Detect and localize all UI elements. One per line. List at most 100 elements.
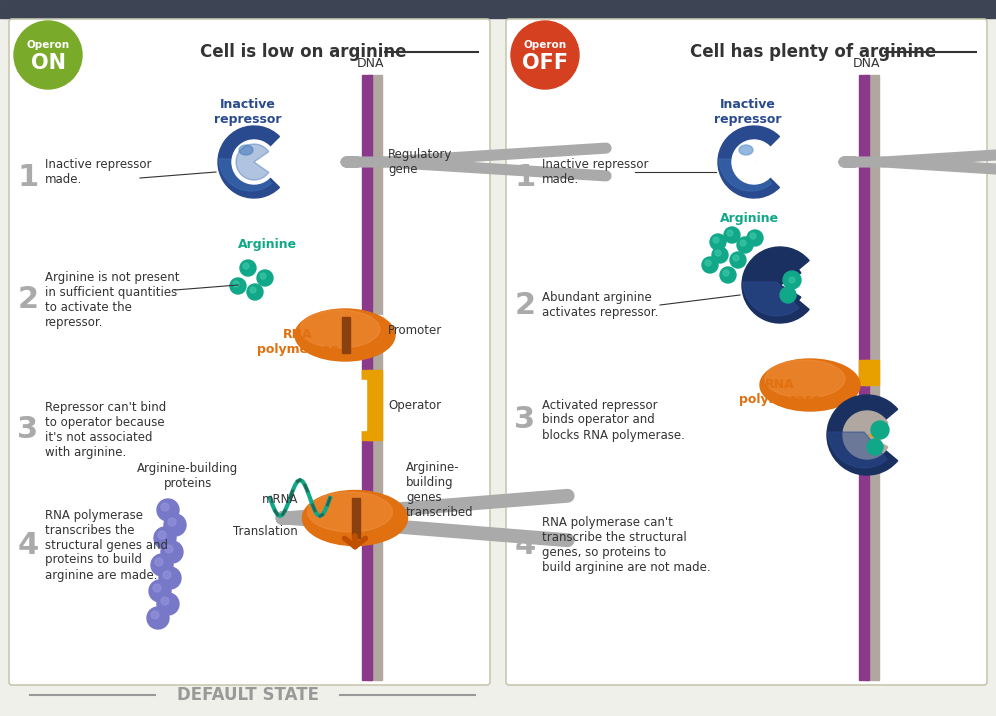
Ellipse shape: [300, 310, 380, 348]
Circle shape: [867, 439, 883, 455]
Text: ON: ON: [31, 53, 66, 73]
Circle shape: [147, 607, 169, 629]
Bar: [368, 338, 382, 346]
Circle shape: [161, 503, 169, 511]
Circle shape: [164, 514, 186, 536]
Circle shape: [161, 541, 183, 563]
Bar: [368, 315, 382, 323]
Ellipse shape: [239, 145, 253, 155]
Circle shape: [783, 271, 801, 289]
Text: 1: 1: [17, 163, 39, 193]
Text: 3: 3: [18, 415, 39, 445]
Text: Repressor can't bind
to operator because
it's not associated
with arginine.: Repressor can't bind to operator because…: [45, 401, 166, 459]
Bar: [362, 316, 372, 346]
Circle shape: [737, 237, 753, 253]
Wedge shape: [218, 126, 280, 198]
Circle shape: [730, 252, 746, 268]
Circle shape: [154, 527, 176, 549]
Circle shape: [168, 518, 176, 526]
Circle shape: [153, 584, 161, 592]
Bar: [859, 75, 869, 680]
Text: OFF: OFF: [522, 53, 568, 73]
Text: Arginine-building
proteins: Arginine-building proteins: [137, 462, 239, 490]
Wedge shape: [219, 159, 272, 191]
Circle shape: [151, 554, 173, 576]
Text: 4: 4: [514, 531, 536, 559]
Text: Cell has plenty of arginine: Cell has plenty of arginine: [690, 43, 936, 61]
Text: 4: 4: [17, 531, 39, 559]
Wedge shape: [236, 144, 269, 180]
Text: 2: 2: [18, 286, 39, 314]
Ellipse shape: [511, 21, 579, 89]
Circle shape: [724, 227, 740, 243]
Text: Arginine: Arginine: [238, 238, 298, 251]
Circle shape: [871, 421, 889, 439]
Text: RNA polymerase
transcribes the
structural genes and
proteins to build
arginine a: RNA polymerase transcribes the structura…: [45, 508, 168, 581]
Circle shape: [149, 580, 171, 602]
Text: Operator: Operator: [388, 399, 441, 412]
Circle shape: [750, 233, 756, 239]
Ellipse shape: [308, 492, 392, 532]
Bar: [362, 75, 372, 680]
Text: 1: 1: [514, 163, 536, 193]
Ellipse shape: [765, 360, 845, 398]
Bar: [362, 370, 372, 440]
Ellipse shape: [739, 145, 753, 155]
Circle shape: [702, 257, 718, 273]
Wedge shape: [732, 140, 773, 184]
Bar: [865, 360, 879, 385]
Text: Inactive repressor
made.: Inactive repressor made.: [45, 158, 151, 186]
Circle shape: [257, 270, 273, 286]
Ellipse shape: [14, 21, 82, 89]
Text: Operon: Operon: [524, 40, 567, 50]
Circle shape: [789, 277, 795, 283]
Circle shape: [780, 287, 796, 303]
Bar: [859, 410, 869, 460]
Circle shape: [151, 611, 159, 619]
Wedge shape: [828, 432, 887, 468]
FancyBboxPatch shape: [506, 19, 987, 685]
Circle shape: [159, 567, 181, 589]
Ellipse shape: [295, 309, 395, 361]
Circle shape: [710, 234, 726, 250]
Text: Regulatory
gene: Regulatory gene: [388, 148, 452, 176]
Bar: [865, 75, 879, 680]
Circle shape: [747, 230, 763, 246]
Text: Inactive
repressor: Inactive repressor: [714, 98, 782, 126]
Wedge shape: [718, 126, 780, 198]
Circle shape: [163, 571, 171, 579]
Text: Cell is low on arginine: Cell is low on arginine: [200, 43, 406, 61]
Circle shape: [740, 240, 746, 246]
Circle shape: [260, 273, 266, 279]
Text: Inactive repressor
made.: Inactive repressor made.: [542, 158, 648, 186]
Circle shape: [727, 230, 733, 236]
Text: Arginine-
building
genes
transcribed: Arginine- building genes transcribed: [406, 461, 474, 519]
Text: RNA
polymerase: RNA polymerase: [739, 378, 821, 406]
Bar: [859, 360, 869, 385]
Circle shape: [243, 263, 249, 269]
Text: DEFAULT STATE: DEFAULT STATE: [177, 686, 319, 704]
Text: Arginine: Arginine: [720, 212, 780, 225]
Circle shape: [250, 287, 256, 293]
Circle shape: [157, 499, 179, 521]
Text: 3: 3: [515, 405, 536, 435]
Text: RNA polymerase can't
transcribe the structural
genes, so proteins to
build argin: RNA polymerase can't transcribe the stru…: [542, 516, 710, 574]
Bar: [865, 410, 879, 460]
Text: DNA: DNA: [854, 57, 880, 70]
Wedge shape: [756, 261, 801, 309]
Text: RNA
polymerase: RNA polymerase: [257, 328, 339, 356]
Circle shape: [157, 593, 179, 615]
Text: Promoter: Promoter: [388, 324, 442, 337]
Wedge shape: [719, 159, 772, 191]
Circle shape: [723, 270, 729, 276]
Text: Translation: Translation: [233, 525, 298, 538]
Circle shape: [720, 267, 736, 283]
Bar: [368, 316, 382, 346]
Bar: [361, 380, 366, 430]
Circle shape: [715, 250, 721, 256]
Wedge shape: [827, 395, 897, 475]
Circle shape: [158, 531, 166, 539]
Circle shape: [165, 545, 173, 553]
Ellipse shape: [303, 490, 407, 546]
Bar: [368, 370, 382, 440]
